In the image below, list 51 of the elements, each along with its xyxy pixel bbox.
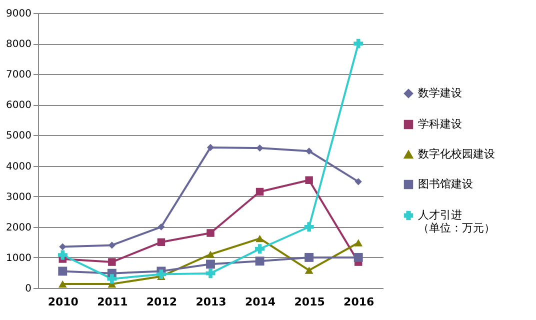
point bbox=[58, 280, 67, 288]
point bbox=[255, 244, 265, 254]
point bbox=[304, 266, 314, 274]
legend-label: 人才引进（单位：万元） bbox=[418, 208, 495, 234]
point bbox=[206, 144, 214, 151]
x-tick-label: 2010 bbox=[48, 296, 79, 308]
point bbox=[158, 223, 165, 230]
point bbox=[156, 270, 166, 279]
x-tick-label: 2011 bbox=[97, 296, 128, 308]
point bbox=[59, 243, 66, 250]
y-tick-label: 9000 bbox=[6, 8, 32, 20]
point bbox=[256, 188, 264, 196]
point bbox=[354, 239, 363, 246]
legend-label: 数字化校园建设 bbox=[418, 148, 495, 160]
point bbox=[206, 229, 214, 237]
x-tick-label: 2014 bbox=[244, 296, 276, 308]
point bbox=[256, 234, 264, 242]
point bbox=[108, 258, 116, 266]
point bbox=[255, 256, 264, 266]
point bbox=[305, 176, 313, 184]
x-tick-label: 2012 bbox=[146, 296, 178, 308]
y-tick-label: 7000 bbox=[6, 70, 32, 81]
y-tick-label: 2000 bbox=[6, 222, 32, 234]
point bbox=[354, 252, 363, 262]
point bbox=[206, 250, 215, 258]
point bbox=[304, 252, 314, 262]
y-tick-label: 5000 bbox=[6, 130, 32, 142]
point bbox=[157, 238, 166, 246]
point bbox=[58, 266, 68, 276]
legend-label: 图书馆建设 bbox=[418, 178, 473, 190]
x-tick-label: 2015 bbox=[294, 296, 325, 308]
y-tick-label: 4000 bbox=[6, 161, 32, 172]
x-tick-label: 2013 bbox=[196, 296, 226, 308]
y-tick-label: 3000 bbox=[6, 192, 32, 203]
y-tick-label: 8000 bbox=[6, 39, 32, 50]
point bbox=[256, 144, 264, 152]
legend-label: 学科建设 bbox=[418, 118, 462, 130]
point bbox=[206, 260, 215, 269]
y-tick-label: 1000 bbox=[6, 252, 32, 264]
point bbox=[304, 222, 314, 232]
x-tick-label: 2016 bbox=[344, 296, 375, 308]
point bbox=[58, 250, 68, 260]
point bbox=[107, 274, 117, 284]
y-tick-label: 0 bbox=[25, 284, 32, 294]
point bbox=[354, 38, 364, 48]
legend-label: 数学建设 bbox=[418, 86, 462, 100]
y-tick-label: 6000 bbox=[6, 100, 32, 112]
point bbox=[206, 268, 216, 278]
point bbox=[354, 178, 362, 186]
point bbox=[108, 242, 116, 249]
point bbox=[306, 148, 313, 155]
